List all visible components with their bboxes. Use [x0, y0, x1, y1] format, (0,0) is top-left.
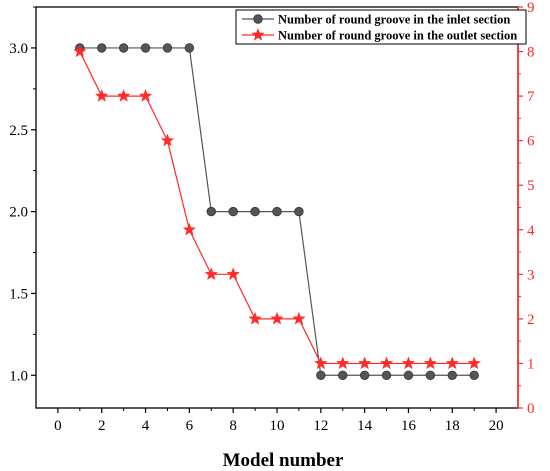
x-tick-label: 4 [142, 418, 150, 434]
x-tick-label: 2 [98, 418, 106, 434]
y-left-tick-label: 1.0 [9, 368, 28, 384]
y-right-tick-label: 2 [527, 312, 535, 328]
series-1-point [359, 370, 370, 380]
series-1-point [403, 370, 414, 380]
series-1-point [118, 43, 129, 53]
y-right-tick-label: 1 [527, 356, 535, 372]
series-1-point [228, 206, 238, 217]
series-2-point [401, 356, 416, 370]
series-2-point [379, 356, 394, 370]
legend-label: Number of round groove in the inlet sect… [278, 13, 510, 27]
x-tick-label: 0 [54, 418, 62, 434]
x-tick-label: 18 [445, 418, 460, 434]
series-2-point [73, 44, 87, 58]
series-2-point [270, 311, 284, 325]
series-2-point [182, 222, 197, 236]
x-tick-label: 12 [313, 418, 328, 434]
series-1-point [250, 206, 260, 217]
series-2-point [204, 267, 219, 281]
y-left-tick-label: 3.0 [9, 41, 28, 57]
series-2-point [160, 133, 175, 147]
series-2-point [226, 267, 240, 281]
legend-swatch-marker [251, 27, 265, 41]
series-1-point [206, 206, 216, 217]
x-tick-label: 20 [489, 418, 504, 434]
series-1-point [272, 206, 282, 217]
y-right-tick-label: 6 [527, 134, 535, 150]
series-2-point [138, 89, 153, 102]
y-left-tick-label: 2.5 [9, 123, 28, 139]
y-right-tick-label: 3 [527, 267, 535, 283]
series-2-point [292, 311, 306, 325]
series-1-point [162, 43, 173, 53]
y-left-tick-label: 1.5 [9, 286, 28, 302]
series-2-point [248, 311, 262, 325]
x-tick-label: 10 [270, 418, 285, 434]
series-2-point [314, 356, 328, 370]
legend-label: Number of round groove in the outlet sec… [278, 29, 517, 43]
series-2-point [445, 356, 460, 370]
series-1-point [447, 370, 457, 380]
y-left-tick-label: 2.0 [9, 205, 28, 221]
series-1-point [469, 370, 479, 380]
series-2-point [467, 356, 481, 370]
series-2-point [335, 356, 350, 370]
series-2-point [116, 89, 131, 102]
x-axis-title: Model number [223, 450, 344, 471]
x-tick-label: 8 [229, 418, 237, 434]
series-2-point [357, 356, 372, 370]
series-1-point [97, 43, 107, 53]
y-right-tick-label: 7 [527, 89, 535, 105]
series-2-point [423, 356, 438, 370]
series-1-point [140, 43, 151, 53]
y-right-tick-label: 4 [527, 223, 535, 239]
series-1-point [184, 43, 195, 53]
x-tick-label: 14 [357, 418, 373, 434]
series-1-point [381, 370, 392, 380]
series-1-point [294, 206, 304, 217]
series-1-point [316, 370, 326, 380]
series-1-point [338, 370, 348, 380]
y-right-tick-label: 0 [527, 401, 535, 417]
series-2-point [94, 89, 109, 102]
x-tick-label: 6 [186, 418, 194, 434]
y-right-tick-label: 5 [527, 178, 535, 194]
series-1-point [425, 370, 436, 380]
y-right-tick-label: 9 [527, 0, 535, 16]
legend-swatch-marker [253, 14, 263, 24]
y-right-tick-label: 8 [527, 45, 535, 61]
legend-box [235, 9, 527, 45]
x-tick-label: 16 [401, 418, 417, 434]
